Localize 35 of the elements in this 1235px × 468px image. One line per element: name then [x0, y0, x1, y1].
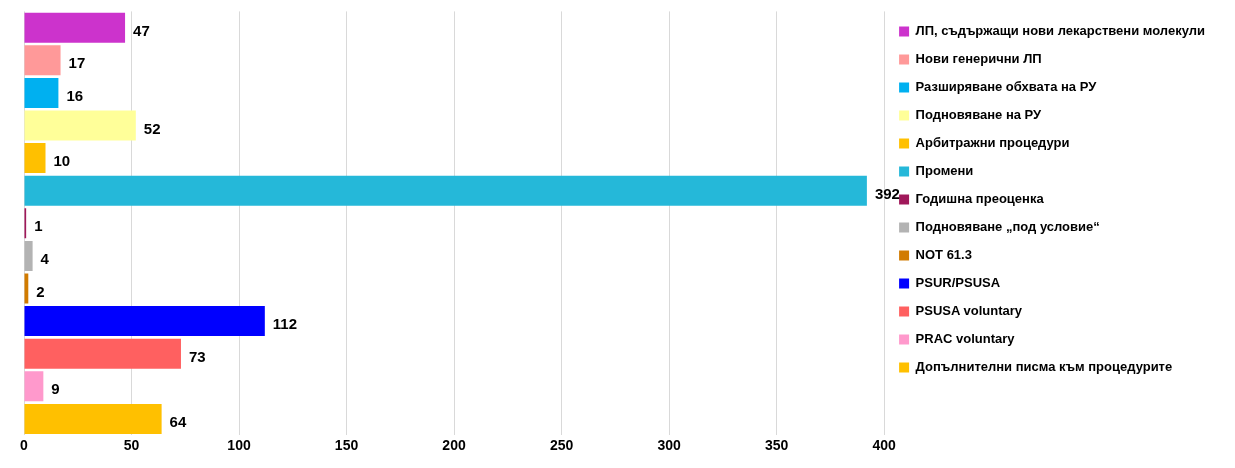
x-tick-label: 300 — [657, 437, 681, 454]
data-label: 52 — [143, 119, 161, 137]
data-label: 17 — [68, 54, 86, 72]
data-label: 392 — [874, 184, 900, 202]
x-tick-label: 50 — [123, 437, 140, 454]
legend-label: PSUR/PSUSA — [915, 275, 1001, 291]
legend-label: NOT 61.3 — [915, 247, 972, 263]
data-label: 47 — [133, 21, 150, 39]
legend-label: Разширяване обхвата на РУ — [915, 79, 1098, 95]
legend-label: Промени — [915, 163, 974, 179]
legend-label: Подновяване „под условие“ — [915, 219, 1100, 235]
x-tick-label: 250 — [549, 437, 574, 454]
x-tick-label: 100 — [227, 437, 251, 454]
data-label: 16 — [66, 87, 84, 105]
data-label: 73 — [188, 347, 206, 365]
legend-label: PRAC voluntary — [915, 331, 1016, 347]
data-label: 9 — [51, 380, 60, 398]
x-tick-label: 400 — [872, 437, 896, 454]
x-tick-label: 0 — [20, 437, 29, 454]
legend-label: PSUSA voluntary — [915, 303, 1023, 319]
legend-label: Нови генерични ЛП — [915, 51, 1042, 67]
x-tick-label: 200 — [442, 437, 466, 454]
data-label: 64 — [169, 413, 187, 431]
data-label: 10 — [53, 152, 71, 170]
legend-label: Годишна преоценка — [915, 191, 1045, 207]
legend-label: Допълнителни писма към процедурите — [915, 359, 1173, 375]
legend-label: ЛП, съдържащи нови лекарствени молекули — [915, 23, 1206, 39]
legend-label: Подновяване на РУ — [915, 107, 1043, 123]
x-tick-label: 150 — [334, 437, 359, 454]
data-label: 4 — [40, 250, 50, 268]
data-label: 1 — [34, 217, 43, 235]
data-label: 112 — [272, 315, 298, 333]
x-tick-label: 350 — [764, 437, 789, 454]
data-label: 2 — [36, 282, 45, 300]
legend-label: Арбитражни процедури — [915, 135, 1070, 151]
